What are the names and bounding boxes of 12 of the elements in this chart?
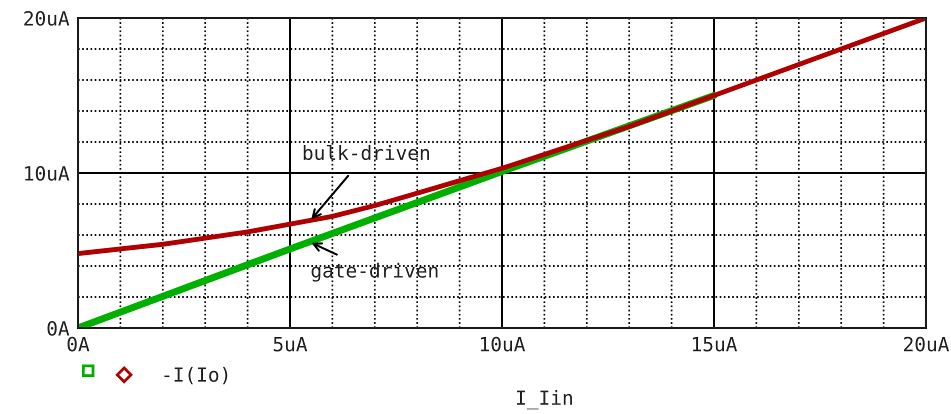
legend-label: -I(Io) [164, 366, 228, 384]
x-tick-label: 0A [68, 336, 90, 352]
x-axis-title: I_Iin [517, 390, 572, 410]
annotation: gate-driven [312, 262, 438, 282]
x-tick-label: 5uA [274, 337, 308, 352]
y-tick-label: 20uA [24, 11, 70, 26]
x-tick-label: 20uA [904, 336, 950, 352]
y-tick-label: 10uA [25, 166, 70, 181]
annotation: bulk-driven [304, 144, 429, 160]
x-tick-label: 15uA [692, 337, 738, 352]
y-tick-label: 0A [48, 321, 70, 336]
x-tick-label: 10uA [480, 336, 526, 352]
